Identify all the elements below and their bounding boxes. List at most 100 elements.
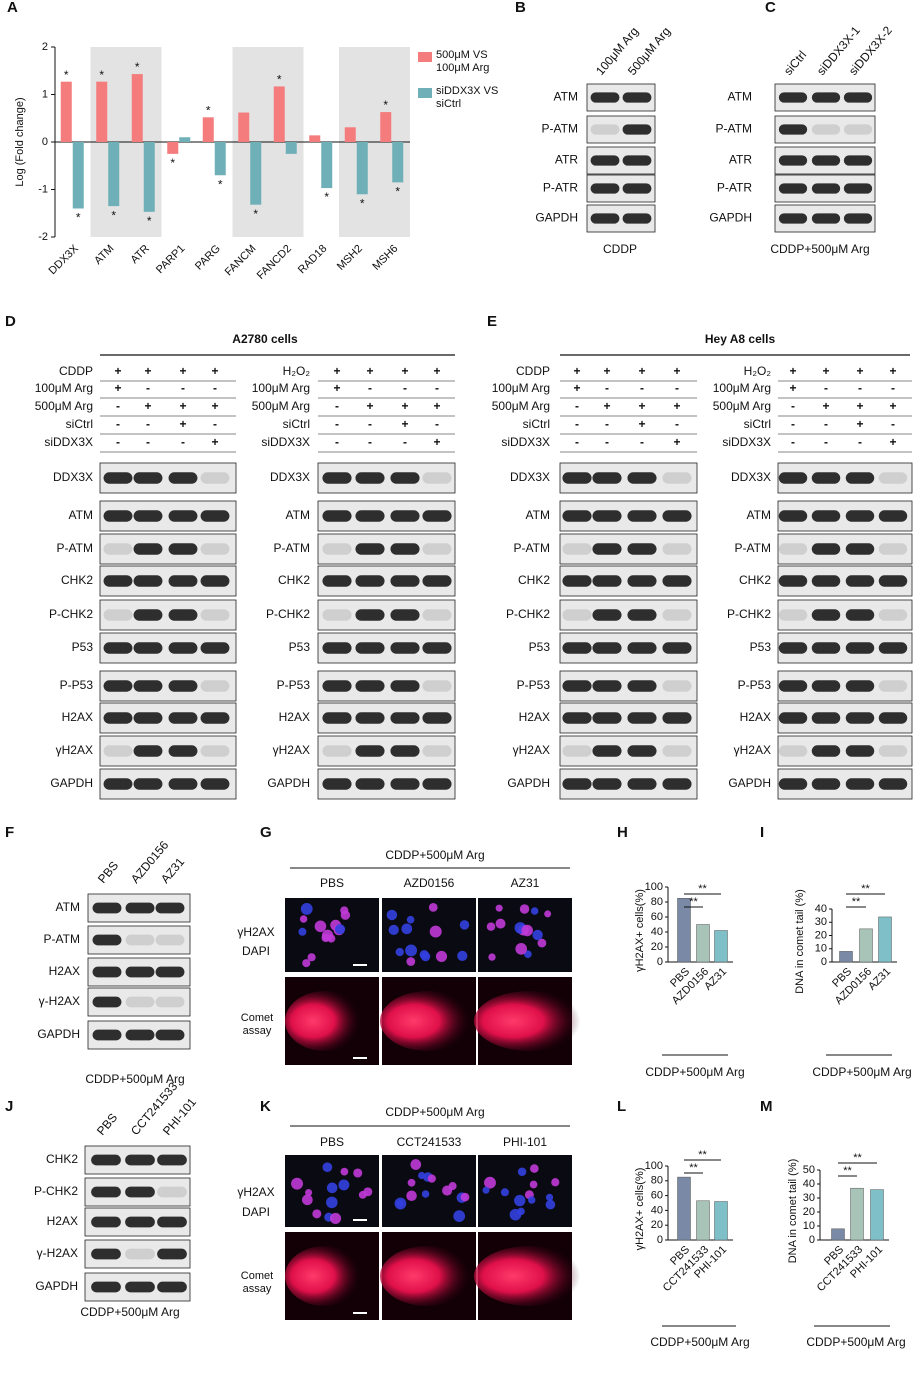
bar	[60, 81, 72, 142]
blot-band	[778, 510, 808, 522]
y-tick-label: 40	[803, 1178, 815, 1190]
blot-band	[200, 680, 230, 692]
cell-nucleus	[394, 1197, 407, 1210]
bar	[714, 1201, 728, 1240]
treatment-sign: +	[603, 364, 610, 378]
blot-caption: CDDP+500μM Arg	[85, 1072, 184, 1086]
blot-band	[125, 1216, 155, 1228]
blot-band	[622, 183, 652, 194]
blot-band	[845, 543, 875, 555]
blot-band	[200, 642, 230, 654]
x-tick-label: PARG	[193, 243, 223, 273]
bar	[143, 142, 155, 212]
treatment-sign: -	[605, 381, 609, 395]
blot-band	[592, 642, 622, 654]
significance: *	[206, 103, 211, 117]
cell-nucleus	[532, 929, 543, 941]
blot-band	[322, 712, 352, 724]
blot-band	[168, 510, 198, 522]
protein-label: GAPDH	[728, 776, 771, 790]
treatment-sign: -	[605, 435, 609, 449]
cell-nucleus	[484, 1176, 496, 1189]
blot-band	[200, 472, 230, 484]
blot-band	[322, 575, 352, 587]
y-tick-label: -1	[38, 183, 48, 195]
blot-band	[103, 642, 133, 654]
cell-nucleus	[405, 944, 418, 957]
protein-label: ATR	[729, 153, 752, 167]
blot-band	[390, 609, 420, 621]
blot-band	[355, 712, 385, 724]
blot-band	[811, 472, 841, 484]
treatment-sign: -	[403, 381, 407, 395]
cell-nucleus	[495, 918, 506, 929]
treatment-label: CDDP	[516, 364, 550, 378]
blot-band	[322, 778, 352, 790]
blot-band	[157, 1216, 187, 1228]
blot-band	[355, 680, 385, 692]
protein-label: CHK2	[518, 573, 550, 587]
x-tick-label: FANCM	[223, 243, 259, 279]
blot-band	[845, 510, 875, 522]
stain-label: DAPI	[242, 1205, 270, 1219]
blot-band	[422, 778, 452, 790]
protein-label: P-CHK2	[727, 607, 771, 621]
cell-nucleus	[429, 925, 442, 938]
blot-band	[662, 609, 692, 621]
treatment-sign: +	[789, 381, 796, 395]
x-axis-label: CDDP+500μM Arg	[645, 1065, 744, 1079]
blot-band	[562, 712, 592, 724]
cell-nucleus	[406, 1190, 417, 1202]
bar	[870, 1189, 884, 1240]
column-header: PHI-101	[503, 1135, 547, 1149]
blot-band	[843, 92, 873, 103]
cell-nucleus	[459, 920, 470, 930]
blot-band	[92, 966, 122, 978]
blot-band	[627, 642, 657, 654]
blot-band	[845, 745, 875, 757]
cell-nucleus	[299, 915, 308, 923]
treatment-sign: +	[573, 381, 580, 395]
treatment-sign: -	[791, 399, 795, 413]
protein-label: H2AX	[47, 1214, 78, 1228]
cell-nucleus	[537, 938, 547, 948]
blot-band	[622, 124, 652, 135]
treatment-sign: -	[368, 381, 372, 395]
cell-nucleus	[406, 915, 415, 924]
blot-band	[845, 575, 875, 587]
blot-band	[778, 472, 808, 484]
cell-nucleus	[340, 1167, 349, 1176]
treatment-sign: +	[822, 364, 829, 378]
column-header: PBS	[95, 859, 121, 886]
blot-band	[811, 92, 841, 103]
protein-label: GAPDH	[709, 211, 752, 225]
cell-nucleus	[301, 1194, 313, 1206]
bar-outline	[677, 898, 691, 963]
bar	[878, 916, 892, 962]
treatment-sign: +	[638, 417, 645, 431]
protein-label: γ-H2AX	[39, 994, 80, 1008]
treatment-label: siCtrl	[283, 417, 310, 431]
bar-outline	[870, 1189, 884, 1241]
protein-label: ATM	[69, 508, 93, 522]
fluorescence-image	[478, 1155, 572, 1227]
protein-label: H2AX	[740, 710, 771, 724]
protein-label: DDX3X	[270, 470, 310, 484]
treatment-sign: -	[181, 435, 185, 449]
x-tick-label: MSH6	[370, 243, 400, 273]
blot-band	[92, 1029, 122, 1041]
legend-label: siDDX3X VS siCtrl	[436, 85, 499, 110]
blot-band	[845, 712, 875, 724]
blot-band	[562, 543, 592, 555]
significance: **	[689, 896, 698, 908]
significance: **	[843, 1165, 852, 1177]
blot-caption: CDDP+500μM Arg	[80, 1305, 179, 1319]
y-tick-label: 20	[651, 1219, 663, 1231]
blot-band	[590, 213, 620, 224]
protein-label: ATM	[286, 508, 310, 522]
cell-nucleus	[388, 924, 399, 936]
blot-band	[390, 778, 420, 790]
blot-band	[390, 642, 420, 654]
protein-label: P-ATM	[514, 541, 550, 555]
